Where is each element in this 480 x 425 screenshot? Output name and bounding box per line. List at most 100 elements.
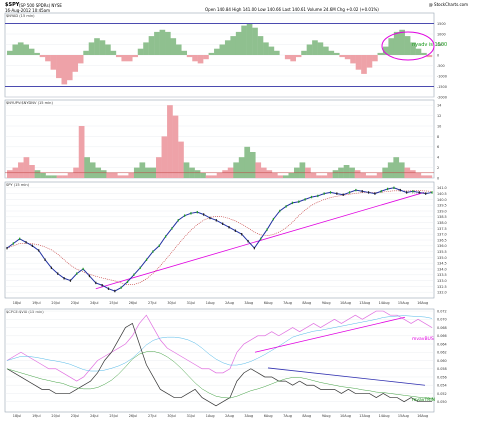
spy-bar <box>6 246 8 250</box>
spy-bar <box>69 279 72 282</box>
price-xtick: 26Jul <box>129 301 137 305</box>
nyad-bar <box>159 29 166 55</box>
price-xtick: 14Aug <box>379 301 390 305</box>
updown-bar <box>29 165 35 178</box>
ratio-xtick: 2Aug <box>225 414 234 418</box>
updown-bar <box>360 172 366 178</box>
updown-bar <box>321 175 328 178</box>
nyad-ytick: -1000 <box>437 74 447 78</box>
spy-bar <box>152 250 154 253</box>
spy-bar <box>215 219 217 222</box>
spy-ytick: 134.5 <box>437 262 447 266</box>
cpce-ytick: 0.070 <box>437 318 447 322</box>
spy-bar <box>228 226 230 229</box>
spy-bar <box>63 277 65 280</box>
nyad-bar <box>121 55 128 62</box>
nyad-bar <box>317 42 324 55</box>
updown-bar <box>178 141 184 178</box>
spy-ytick: 139.5 <box>437 204 447 208</box>
updown-bar <box>327 172 333 178</box>
ratio-xtick: 1Aug <box>206 414 215 418</box>
cpce-ytick: 0.054 <box>437 384 447 388</box>
updown-bar <box>393 157 400 178</box>
cpce-series-average <box>6 315 433 372</box>
spy-ytick: 137.0 <box>437 233 447 237</box>
price-xtick: 18Jul <box>13 301 21 305</box>
nyad-bar <box>257 36 264 55</box>
spy-bar <box>298 200 300 203</box>
nyad-bar <box>148 36 155 55</box>
updown-bar <box>310 172 317 178</box>
updown-bar <box>249 152 256 178</box>
nyad-ytick: 500 <box>437 43 443 47</box>
spy-bar <box>107 287 110 290</box>
nyad-bar <box>175 44 182 55</box>
highlight-ellipse <box>381 31 435 61</box>
spy-ytick: 140.5 <box>437 192 447 196</box>
nyad-bar <box>312 40 318 55</box>
nyad-bar <box>355 55 362 70</box>
nyad-bar <box>83 50 89 55</box>
updown-bar <box>266 170 273 178</box>
nyad-bar <box>323 46 329 55</box>
spy-bar <box>336 192 338 195</box>
nyad-bar <box>404 36 411 55</box>
spy-ytick: 135.5 <box>437 250 447 254</box>
spy-bar <box>234 229 236 232</box>
spy-bar <box>101 284 103 287</box>
price-xtick: 7Aug <box>283 301 292 305</box>
spy-bar <box>291 201 294 205</box>
updown-volume-panel: $NYUPV:$NYDNV (15 min) 14 12 10 8 6 4 2 0 <box>4 99 441 180</box>
price-xtick: 13Aug <box>359 301 370 305</box>
symbol-name: (SP 500 SPDRs) NYSE <box>19 3 62 8</box>
spy-bar <box>418 191 420 194</box>
updown-bar <box>332 170 339 178</box>
updown-bar <box>211 175 217 178</box>
cpce-label: $CPCE:$VIX (15 min) <box>6 310 44 314</box>
nyad-bar <box>110 50 117 55</box>
nyad-bar <box>263 42 269 55</box>
cpce-ytick: 0.068 <box>437 326 447 330</box>
cpce-ytick: 0.060 <box>437 359 447 363</box>
spy-bar <box>355 188 357 192</box>
nyad-bar <box>252 27 258 55</box>
nyad-bar <box>137 48 144 55</box>
updown-bar <box>84 157 90 178</box>
nyad-bar <box>115 55 122 58</box>
spy-bar <box>323 192 325 195</box>
price-xtick: 25Jul <box>109 301 117 305</box>
spy-ytick: 133.0 <box>437 279 447 283</box>
updown-bar <box>62 175 68 178</box>
ratio-xtick: 13Aug <box>359 414 370 418</box>
spy-bar <box>177 219 179 222</box>
nyad-bar <box>28 48 35 55</box>
spy-bar <box>425 192 427 195</box>
cpce-series-line <box>6 322 432 407</box>
nyad-bar <box>72 55 79 72</box>
nyad-bar <box>192 55 198 62</box>
nyad-bar <box>45 55 51 62</box>
updown-ytick: 2 <box>437 166 439 170</box>
spy-bar <box>88 274 91 278</box>
nyad-bar <box>88 42 95 55</box>
spy-ytick: 136.5 <box>437 238 447 242</box>
price-xtick: 1Aug <box>206 301 215 305</box>
nyad-bar <box>12 44 19 55</box>
cpce-ytick: 0.058 <box>437 367 447 371</box>
ratio-xtick: 6Aug <box>264 414 273 418</box>
nyad-bar <box>214 48 220 55</box>
updown-bar <box>183 162 190 178</box>
nyad-bar <box>170 38 177 55</box>
nyad-bar <box>339 55 346 58</box>
updown-bar <box>426 175 433 178</box>
spy-bar <box>184 214 186 217</box>
spy-bar <box>247 239 249 243</box>
nyad-bar <box>126 55 133 62</box>
ratio-xtick: 3Aug <box>244 414 253 418</box>
ratio-xtick: 30Jul <box>167 414 175 418</box>
nyad-bar <box>208 52 215 55</box>
updown-ytick: 0 <box>437 176 439 180</box>
spy-bar <box>190 212 192 215</box>
nyadv-label: nyadv is 1500 <box>412 42 447 48</box>
updown-ytick: 4 <box>437 156 439 160</box>
